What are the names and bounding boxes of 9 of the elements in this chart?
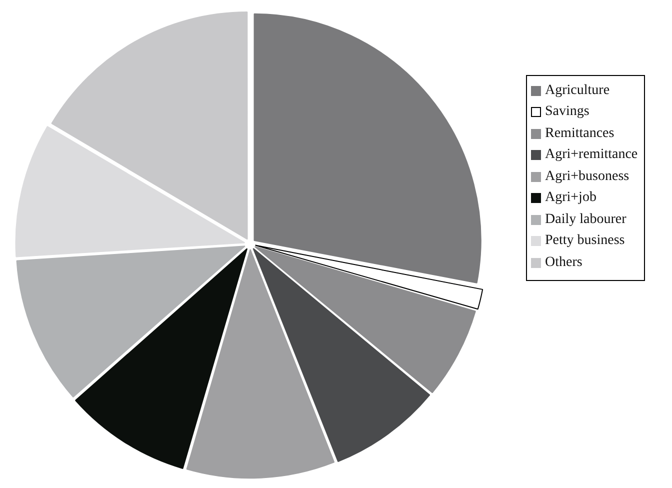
legend-label: Agri+remittance bbox=[545, 147, 638, 164]
legend-label: Others bbox=[545, 254, 582, 271]
legend-label: Agri+busoness bbox=[545, 168, 630, 185]
legend-label: Remittances bbox=[545, 126, 614, 142]
legend-label: Agri+job bbox=[545, 190, 596, 206]
legend-label: Savings bbox=[545, 104, 590, 120]
legend-label: Agriculture bbox=[545, 82, 610, 99]
legend-label: Petty business bbox=[545, 233, 625, 250]
legend-label: Daily labourer bbox=[545, 212, 626, 228]
